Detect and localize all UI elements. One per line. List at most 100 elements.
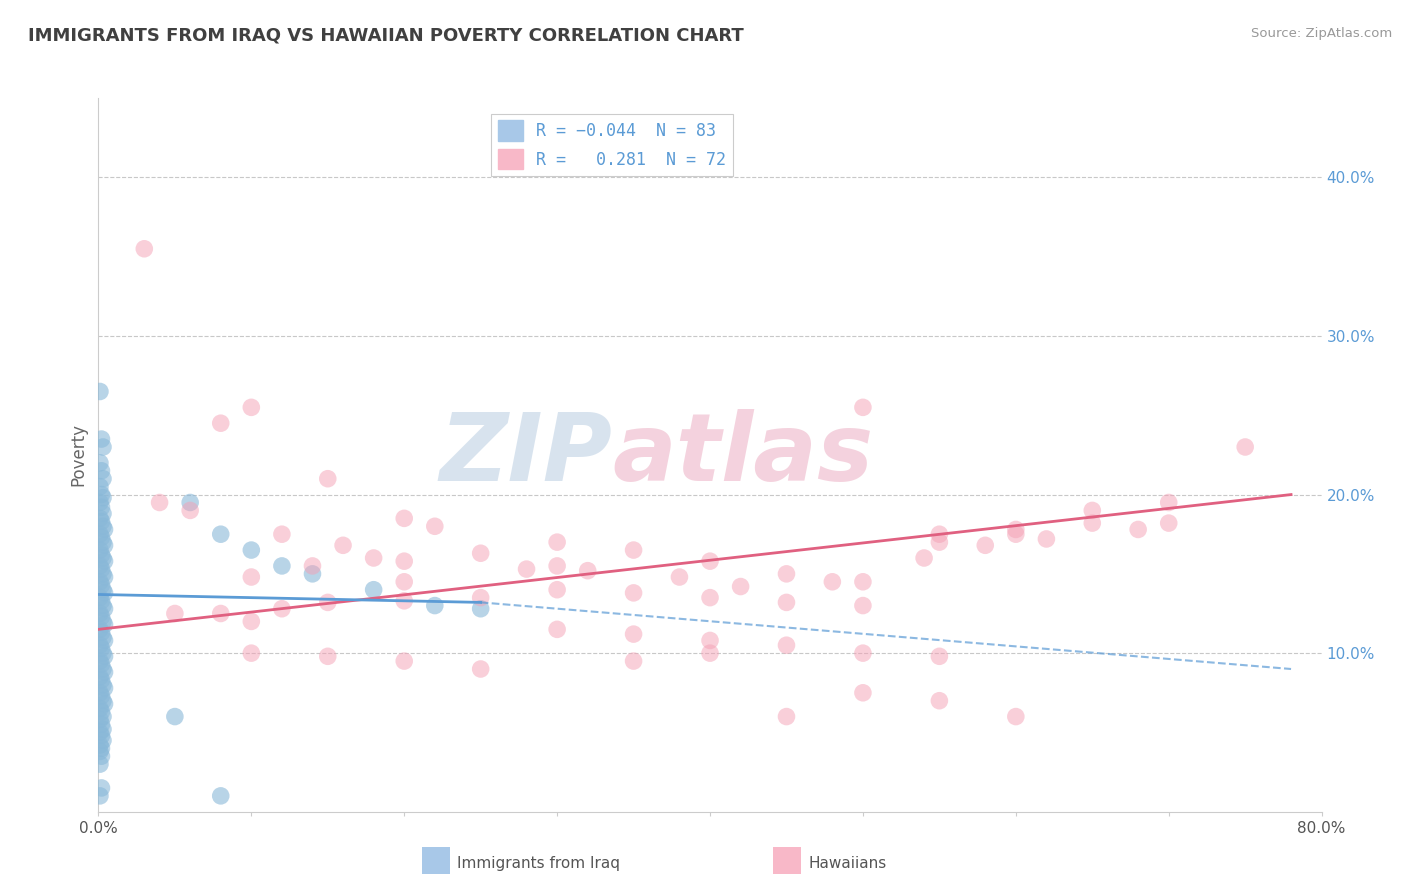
Point [93, 538, 115, 552]
Point [332, 538, 354, 552]
Point [316, 595, 339, 609]
Point [1035, 532, 1057, 546]
Point [1081, 516, 1104, 530]
Point [89, 744, 111, 758]
Text: atlas: atlas [612, 409, 873, 501]
Point [90, 594, 112, 608]
Point [90, 717, 112, 731]
Point [91, 599, 114, 613]
Point [91, 678, 114, 692]
Point [1004, 709, 1026, 723]
Point [90, 780, 112, 795]
Y-axis label: Poverty: Poverty [69, 424, 87, 486]
Point [89, 456, 111, 470]
Point [392, 554, 416, 568]
Point [623, 543, 645, 558]
Point [89, 738, 111, 752]
Point [623, 627, 645, 641]
Point [179, 495, 201, 509]
Point [90, 657, 112, 672]
Point [90, 705, 112, 719]
Point [775, 566, 797, 581]
Point [470, 591, 492, 605]
Point [90, 741, 112, 756]
Point [91, 491, 114, 505]
Point [90, 562, 112, 576]
Point [576, 564, 599, 578]
Point [852, 574, 875, 589]
Point [90, 578, 112, 592]
Point [91, 519, 114, 533]
Point [546, 582, 568, 597]
Point [209, 416, 232, 430]
Point [90, 609, 112, 624]
Point [90, 749, 112, 764]
Point [93, 617, 115, 632]
Point [93, 601, 115, 615]
Point [392, 654, 416, 668]
Point [1234, 440, 1257, 454]
Point [89, 638, 111, 652]
Point [1128, 523, 1150, 537]
Point [240, 543, 263, 558]
Point [163, 709, 186, 723]
Point [89, 670, 111, 684]
Point [163, 607, 186, 621]
Text: Hawaiians: Hawaiians [808, 856, 887, 871]
Point [93, 665, 115, 680]
Point [240, 615, 263, 629]
Point [546, 623, 568, 637]
Point [392, 511, 416, 525]
Text: IMMIGRANTS FROM IRAQ VS HAWAIIAN POVERTY CORRELATION CHART: IMMIGRANTS FROM IRAQ VS HAWAIIAN POVERTY… [28, 27, 744, 45]
Point [363, 582, 385, 597]
Point [623, 654, 645, 668]
Point [90, 625, 112, 640]
Point [90, 673, 112, 687]
Text: ZIP: ZIP [439, 409, 612, 501]
Point [89, 713, 111, 727]
Point [134, 242, 156, 256]
Point [209, 789, 232, 803]
Point [240, 570, 263, 584]
Point [89, 789, 111, 803]
Point [775, 595, 797, 609]
Point [93, 523, 115, 537]
Point [89, 574, 111, 589]
Point [1081, 503, 1104, 517]
Point [89, 725, 111, 739]
Point [1157, 516, 1180, 530]
Point [149, 495, 172, 509]
Point [392, 574, 416, 589]
Point [209, 607, 232, 621]
Point [546, 558, 568, 573]
Point [423, 599, 446, 613]
Point [91, 535, 114, 549]
Point [699, 591, 721, 605]
Point [91, 646, 114, 660]
Point [363, 551, 385, 566]
Point [90, 641, 112, 656]
Point [623, 586, 645, 600]
Point [91, 709, 114, 723]
Point [91, 582, 114, 597]
Point [91, 630, 114, 644]
Point [240, 646, 263, 660]
Point [90, 500, 112, 515]
Point [93, 697, 115, 711]
Point [93, 633, 115, 648]
Point [1004, 527, 1026, 541]
Point [470, 662, 492, 676]
Point [91, 694, 114, 708]
Point [89, 686, 111, 700]
Point [301, 558, 323, 573]
Point [91, 551, 114, 566]
Point [90, 487, 112, 501]
Point [89, 757, 111, 772]
Point [90, 548, 112, 562]
Point [89, 511, 111, 525]
Point [316, 649, 339, 664]
Text: Source: ZipAtlas.com: Source: ZipAtlas.com [1251, 27, 1392, 40]
Point [775, 709, 797, 723]
Point [89, 591, 111, 605]
Point [974, 538, 997, 552]
